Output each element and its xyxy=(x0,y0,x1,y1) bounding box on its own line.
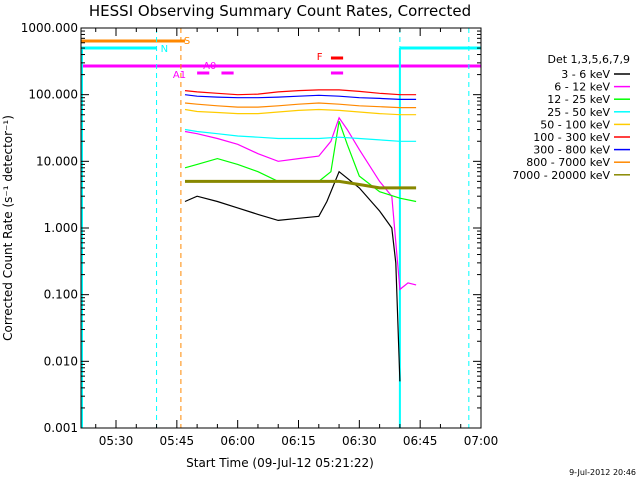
annotation-a1: A1 xyxy=(173,70,186,81)
x-axis-label: Start Time (09-Jul-12 05:21:22) xyxy=(186,456,374,470)
x-tick-label: 06:00 xyxy=(220,434,255,448)
annotation-f: F xyxy=(317,52,323,63)
series-line-8 xyxy=(185,179,417,190)
legend-label: 100 - 300 keV xyxy=(533,131,610,144)
series-line-6 xyxy=(184,94,417,101)
x-tick-label: 05:30 xyxy=(99,434,134,448)
x-tick-label: 05:45 xyxy=(160,434,195,448)
annotations: S N A1 A0 F xyxy=(161,36,323,81)
legend-label: 50 - 100 keV xyxy=(540,118,610,131)
y-tick-label: 0.001 xyxy=(44,421,78,435)
y-tick-label: 10.000 xyxy=(36,154,78,168)
x-tick-label: 06:15 xyxy=(281,434,316,448)
y-tick-label: 0.010 xyxy=(44,354,78,368)
legend-label: 12 - 25 keV xyxy=(547,93,610,106)
y-tick-label: 100.000 xyxy=(28,88,78,102)
annotation-a0: A0 xyxy=(203,61,216,72)
x-tick-label: 06:30 xyxy=(342,434,377,448)
legend-label: 300 - 800 keV xyxy=(533,144,610,157)
legend-label: 3 - 6 keV xyxy=(561,68,610,81)
annotation-s: S xyxy=(184,36,190,47)
series-line-5 xyxy=(184,89,417,96)
y-tick-label: 1.000 xyxy=(44,221,78,235)
legend-label: 800 - 7000 keV xyxy=(526,156,610,169)
x-tick-label: 06:45 xyxy=(403,434,438,448)
y-axis-label: Corrected Count Rate (s⁻¹ detector⁻¹) xyxy=(1,115,15,341)
y-tick-label: 1000.000 xyxy=(21,21,78,35)
x-tick-label: 07:00 xyxy=(464,434,499,448)
series-line-3 xyxy=(184,128,417,142)
legend-label: 7000 - 20000 keV xyxy=(512,169,610,182)
x-axis: 05:30 05:45 06:00 06:15 06:30 06:45 07:00 xyxy=(95,28,499,448)
legend-title: Det 1,3,5,6,7,9 xyxy=(547,53,630,66)
series-layer xyxy=(184,89,417,382)
legend-label: 25 - 50 keV xyxy=(547,106,610,119)
series-line-7 xyxy=(184,102,417,109)
series-line-4 xyxy=(184,108,417,116)
series-line-0 xyxy=(184,170,401,382)
chart-title: HESSI Observing Summary Count Rates, Cor… xyxy=(89,2,471,20)
status-bands xyxy=(81,39,481,75)
vertical-markers xyxy=(81,28,470,428)
annotation-n: N xyxy=(161,44,168,55)
series-line-2 xyxy=(184,121,417,203)
series-line-1 xyxy=(184,116,417,291)
plot-frame xyxy=(80,27,482,429)
y-tick-label: 0.100 xyxy=(44,288,78,302)
legend-label: 6 - 12 keV xyxy=(554,81,610,94)
timestamp: 9-Jul-2012 20:46 xyxy=(569,468,636,477)
y-axis: 0.001 0.010 0.100 1.000 10.000 100.000 1000.00… xyxy=(21,21,481,435)
